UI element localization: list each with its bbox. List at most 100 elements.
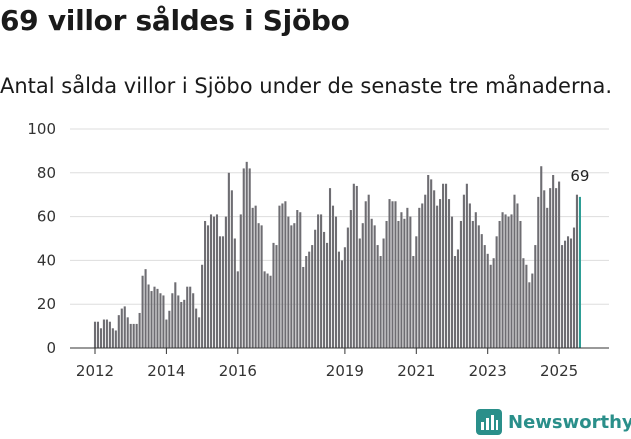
bar bbox=[474, 212, 477, 348]
bar bbox=[492, 258, 495, 348]
bar bbox=[260, 225, 263, 348]
bar bbox=[186, 286, 189, 348]
bar bbox=[296, 210, 299, 348]
bar bbox=[120, 308, 123, 348]
bar bbox=[114, 330, 117, 348]
bar bbox=[486, 253, 489, 348]
x-tick-label: 2016 bbox=[219, 362, 257, 380]
bar bbox=[436, 205, 439, 348]
bar bbox=[489, 264, 492, 348]
bar bbox=[358, 238, 361, 348]
bar bbox=[450, 216, 454, 348]
bar bbox=[135, 323, 138, 348]
bar bbox=[215, 214, 219, 348]
bar bbox=[221, 236, 224, 348]
bar bbox=[555, 188, 558, 348]
bar bbox=[445, 183, 448, 348]
bar-highlight bbox=[578, 196, 581, 348]
brand-logo: Newsworthy bbox=[476, 409, 631, 435]
y-tick-label: 60 bbox=[37, 208, 56, 226]
bar bbox=[159, 293, 162, 348]
x-tick-label: 2019 bbox=[326, 362, 364, 380]
bar bbox=[349, 210, 352, 348]
bar bbox=[132, 323, 135, 348]
bar bbox=[510, 214, 513, 348]
bar bbox=[382, 238, 385, 348]
bar bbox=[412, 256, 415, 348]
bar bbox=[427, 174, 430, 348]
bar bbox=[263, 271, 266, 348]
bar bbox=[477, 225, 480, 348]
bar bbox=[251, 207, 254, 348]
bar bbox=[385, 220, 388, 348]
bar bbox=[111, 328, 114, 348]
bar bbox=[275, 245, 278, 348]
bar bbox=[459, 220, 462, 348]
bar bbox=[546, 207, 549, 348]
bar bbox=[269, 275, 272, 348]
bar bbox=[254, 205, 257, 348]
bar bbox=[334, 216, 338, 348]
y-tick-label: 80 bbox=[37, 164, 56, 182]
bar bbox=[201, 264, 204, 348]
x-tick-label: 2025 bbox=[540, 362, 578, 380]
bar bbox=[224, 216, 227, 348]
bar bbox=[343, 247, 346, 348]
bar bbox=[204, 220, 207, 348]
bar bbox=[129, 323, 132, 348]
bar bbox=[278, 205, 281, 348]
bar bbox=[218, 236, 221, 348]
bar bbox=[153, 286, 156, 348]
bar bbox=[331, 205, 335, 348]
bar bbox=[93, 321, 97, 348]
bar bbox=[284, 201, 287, 348]
bar bbox=[171, 293, 174, 348]
bar bbox=[150, 291, 153, 348]
bar bbox=[558, 181, 561, 348]
bar bbox=[183, 299, 186, 348]
bar bbox=[519, 220, 522, 348]
bar bbox=[501, 212, 504, 348]
bar bbox=[367, 194, 370, 348]
bar bbox=[105, 319, 108, 348]
bar bbox=[209, 214, 213, 348]
bar bbox=[311, 245, 314, 348]
y-tick-label: 0 bbox=[46, 339, 56, 357]
page-title: 69 villor såldes i Sjöbo bbox=[0, 4, 350, 37]
bar bbox=[102, 319, 105, 348]
x-tick-label: 2014 bbox=[147, 362, 185, 380]
bar bbox=[364, 201, 367, 348]
bar bbox=[418, 207, 421, 348]
bar bbox=[340, 260, 343, 348]
bar bbox=[566, 236, 570, 348]
newsworthy-logo-icon bbox=[476, 409, 502, 435]
bar bbox=[141, 275, 144, 348]
bar bbox=[376, 245, 379, 348]
bar bbox=[540, 166, 543, 348]
bar bbox=[239, 214, 242, 348]
bar bbox=[465, 183, 468, 348]
y-tick-label: 20 bbox=[37, 295, 56, 313]
bar bbox=[96, 321, 100, 348]
bar bbox=[507, 216, 510, 348]
bar bbox=[212, 216, 216, 348]
bar bbox=[245, 161, 248, 348]
bar bbox=[281, 203, 284, 348]
bar bbox=[531, 273, 534, 348]
brand-name: Newsworthy bbox=[508, 411, 631, 433]
bar bbox=[290, 225, 293, 348]
bar bbox=[147, 284, 150, 348]
bar bbox=[415, 236, 418, 348]
bar bbox=[516, 203, 519, 348]
page-subtitle: Antal sålda villor i Sjöbo under de sena… bbox=[0, 74, 613, 98]
bar bbox=[483, 245, 486, 348]
bar bbox=[352, 183, 355, 348]
bar bbox=[207, 225, 210, 348]
bar bbox=[498, 220, 501, 348]
bar bbox=[168, 310, 171, 348]
bar bbox=[198, 317, 201, 348]
bar bbox=[162, 295, 165, 348]
bar bbox=[462, 194, 465, 348]
bar bbox=[314, 229, 317, 348]
bar bbox=[543, 190, 546, 348]
